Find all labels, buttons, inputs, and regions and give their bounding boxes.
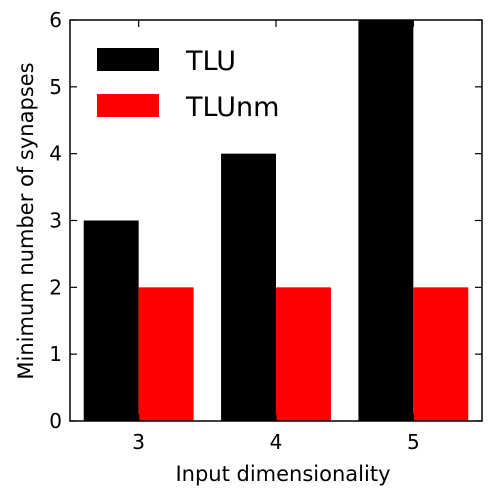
- bar-tlunm-4: [276, 287, 331, 421]
- bar-tlunm-5: [413, 287, 469, 421]
- y-axis-label: Minimum number of synapses: [14, 62, 38, 379]
- bars-layer: [83, 20, 469, 421]
- x-axis-ticks: 3 4 5: [132, 20, 420, 454]
- bar-tlu-4: [221, 153, 276, 421]
- x-axis-label: Input dimensionality: [175, 462, 390, 486]
- x-tick-label: 4: [270, 430, 283, 454]
- legend-label-tlunm: TLUnm: [185, 92, 279, 123]
- y-tick-label: 5: [49, 75, 62, 99]
- y-tick-label: 1: [49, 342, 62, 366]
- legend-swatch-tlunm: [97, 94, 159, 117]
- y-tick-label: 2: [49, 275, 62, 299]
- y-tick-label: 4: [49, 142, 62, 166]
- y-tick-label: 6: [49, 8, 62, 32]
- legend: TLU TLUnm: [97, 46, 279, 123]
- y-axis-ticks: 0 1 2 3 4 5 6: [49, 8, 482, 433]
- x-tick-label: 5: [407, 430, 420, 454]
- bar-tlu-5: [358, 20, 414, 421]
- bar-tlunm-3: [138, 287, 194, 421]
- legend-label-tlu: TLU: [185, 46, 236, 77]
- y-tick-label: 0: [49, 409, 62, 433]
- legend-swatch-tlu: [97, 48, 159, 71]
- y-tick-label: 3: [49, 209, 62, 233]
- x-tick-label: 3: [132, 430, 145, 454]
- bar-tlu-3: [83, 220, 139, 421]
